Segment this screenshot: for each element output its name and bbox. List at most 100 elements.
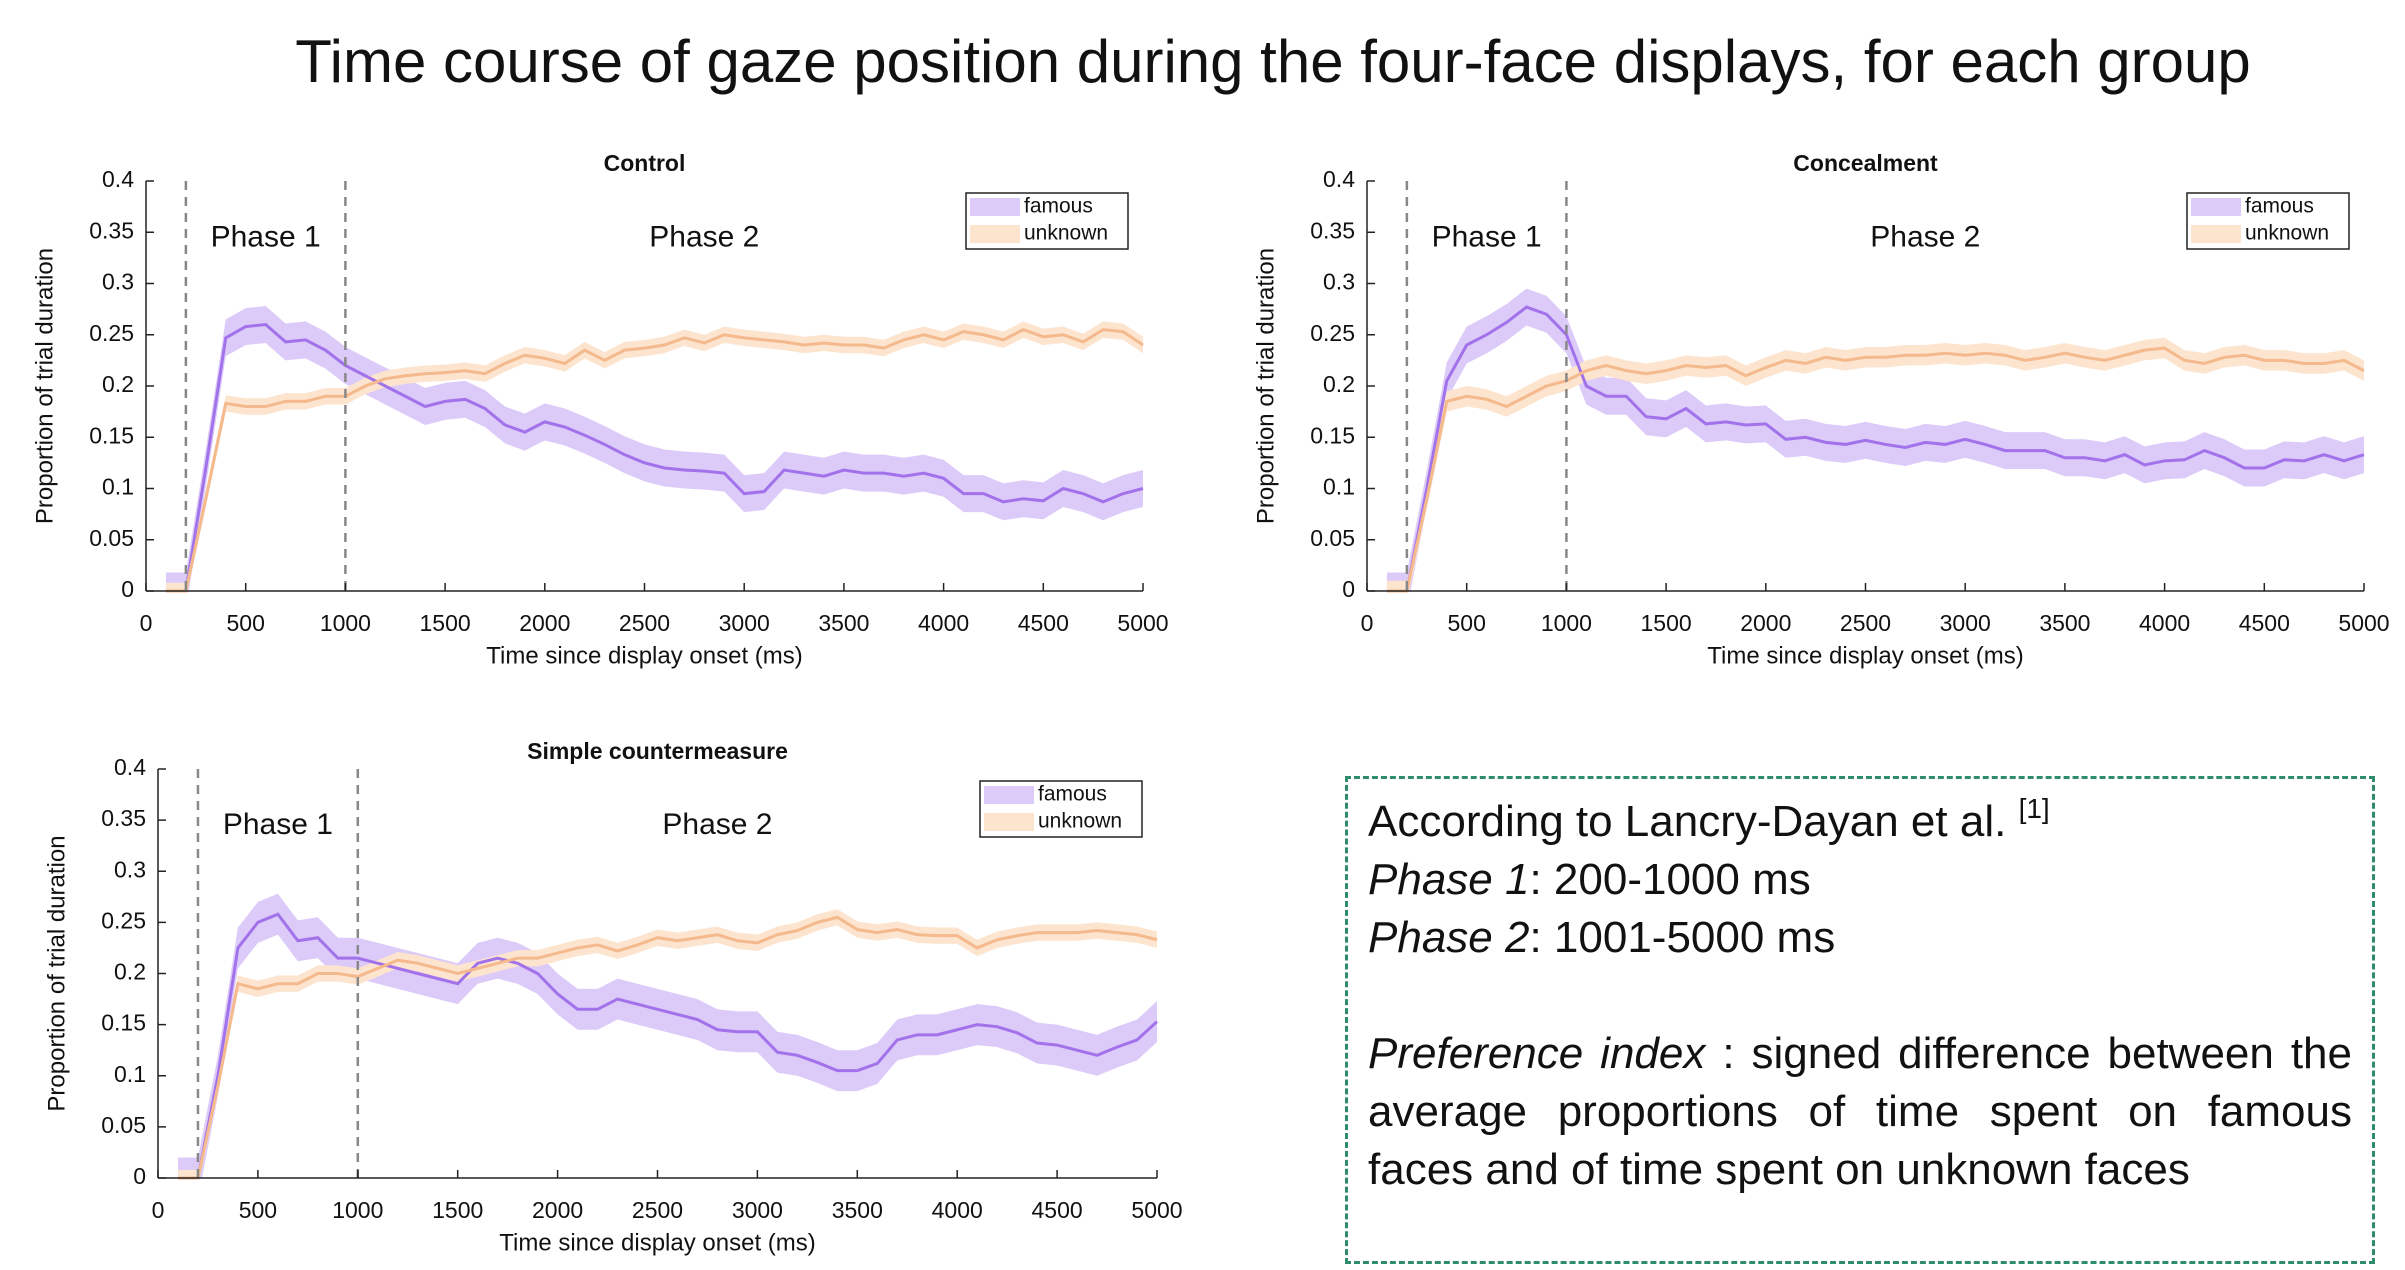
y-axis-label: Proportion of trial duration <box>31 248 58 524</box>
x-tick-label: 3500 <box>832 1197 883 1223</box>
note-line: According to Lancry-Dayan et al. [1] <box>1368 793 2352 851</box>
y-tick-label: 0.3 <box>114 856 146 882</box>
x-tick-label: 0 <box>1361 610 1374 636</box>
legend-swatch <box>2191 198 2241 216</box>
note-term: Preference index <box>1368 1029 1706 1078</box>
legend-label: famous <box>1024 195 1093 218</box>
x-tick-label: 0 <box>140 610 153 636</box>
phase-label: Phase 2 <box>649 220 759 253</box>
x-tick-label: 1000 <box>1541 610 1592 636</box>
slide-title: Time course of gaze position during the … <box>295 28 2251 95</box>
y-axis-label: Proportion of trial duration <box>43 835 70 1111</box>
legend-label: unknown <box>1024 222 1108 245</box>
y-tick-label: 0.35 <box>89 217 134 243</box>
x-axis-label: Time since display onset (ms) <box>486 642 803 669</box>
x-tick-label: 4000 <box>918 610 969 636</box>
x-tick-label: 3000 <box>719 610 770 636</box>
note-line: Phase 2: 1001-5000 ms <box>1368 909 2352 967</box>
x-tick-label: 2000 <box>1740 610 1791 636</box>
citation: [1] <box>2018 793 2050 824</box>
series-line <box>1386 346 2365 593</box>
x-tick-label: 1000 <box>332 1197 383 1223</box>
series-line <box>1386 305 2365 593</box>
x-axis-label: Time since display onset (ms) <box>499 1229 816 1256</box>
x-tick-label: 1000 <box>320 610 371 636</box>
x-tick-label: 5000 <box>1131 1197 1182 1223</box>
x-tick-label: 4000 <box>2139 610 2190 636</box>
y-tick-label: 0.1 <box>114 1061 146 1087</box>
y-tick-label: 0.25 <box>1310 320 1355 346</box>
legend-swatch <box>970 225 1020 243</box>
y-tick-label: 0 <box>1342 576 1355 602</box>
chart-title: Control <box>604 150 686 176</box>
y-tick-label: 0.2 <box>102 371 134 397</box>
chart-title: Simple countermeasure <box>527 738 788 764</box>
y-tick-label: 0.25 <box>89 320 134 346</box>
x-tick-label: 1500 <box>420 610 471 636</box>
legend-label: unknown <box>1038 810 1122 833</box>
error-band <box>165 306 1143 591</box>
y-tick-label: 0.1 <box>102 474 134 500</box>
note-line: Phase 1: 200-1000 ms <box>1368 851 2352 909</box>
legend-swatch <box>970 198 1020 216</box>
x-tick-label: 3500 <box>818 610 869 636</box>
error-band <box>1386 288 2364 591</box>
series-line <box>177 915 1158 1180</box>
legend-label: famous <box>1038 783 1107 806</box>
x-tick-label: 2500 <box>619 610 670 636</box>
y-tick-label: 0.3 <box>102 269 134 295</box>
x-tick-label: 3500 <box>2039 610 2090 636</box>
y-tick-label: 0.15 <box>101 1010 146 1036</box>
y-tick-label: 0.4 <box>1323 166 1355 192</box>
note-term: Phase 2 <box>1368 913 1530 962</box>
note-text: : 1001-5000 ms <box>1529 913 1836 962</box>
legend-swatch <box>984 786 1034 804</box>
x-tick-label: 500 <box>239 1197 277 1223</box>
x-tick-label: 5000 <box>2338 610 2389 636</box>
x-tick-label: 2000 <box>519 610 570 636</box>
y-tick-label: 0.1 <box>1323 474 1355 500</box>
x-tick-label: 4500 <box>1032 1197 1083 1223</box>
x-tick-label: 0 <box>152 1197 165 1223</box>
y-tick-label: 0.15 <box>89 422 134 448</box>
x-tick-label: 2500 <box>1840 610 1891 636</box>
note-text: According to Lancry-Dayan et al. <box>1368 797 2007 846</box>
x-tick-label: 3000 <box>732 1197 783 1223</box>
y-tick-label: 0.05 <box>101 1112 146 1138</box>
note-box: According to Lancry-Dayan et al. [1] Pha… <box>1345 776 2375 1264</box>
x-tick-label: 500 <box>1448 610 1486 636</box>
y-tick-label: 0.05 <box>89 525 134 551</box>
x-tick-label: 2000 <box>532 1197 583 1223</box>
x-tick-label: 1500 <box>432 1197 483 1223</box>
phase-label: Phase 1 <box>1432 220 1542 253</box>
x-tick-label: 500 <box>227 610 265 636</box>
series-line <box>177 912 1159 1180</box>
y-tick-label: 0.3 <box>1323 269 1355 295</box>
note-text: : 200-1000 ms <box>1529 855 1811 904</box>
y-tick-label: 0 <box>133 1163 146 1189</box>
error-band <box>1386 337 2364 591</box>
series-line <box>165 322 1144 593</box>
chart-title: Concealment <box>1793 150 1938 176</box>
y-tick-label: 0.2 <box>114 959 146 985</box>
note-term: Phase 1 <box>1368 855 1530 904</box>
y-tick-label: 0.4 <box>102 166 134 192</box>
y-axis-label: Proportion of trial duration <box>1252 248 1279 524</box>
y-tick-label: 0.2 <box>1323 371 1355 397</box>
x-tick-label: 4000 <box>932 1197 983 1223</box>
phase-label: Phase 1 <box>223 808 333 841</box>
x-tick-label: 3000 <box>1940 610 1991 636</box>
series-line <box>165 327 1144 593</box>
note-line: Preference index : signed difference bet… <box>1368 1025 2352 1199</box>
y-tick-label: 0.05 <box>1310 525 1355 551</box>
legend-swatch <box>2191 225 2241 243</box>
x-tick-label: 4500 <box>2239 610 2290 636</box>
x-tick-label: 5000 <box>1117 610 1168 636</box>
phase-label: Phase 2 <box>662 808 772 841</box>
legend-swatch <box>984 813 1034 831</box>
x-axis-label: Time since display onset (ms) <box>1707 642 2024 669</box>
x-tick-label: 4500 <box>1018 610 1069 636</box>
error-band <box>177 909 1157 1178</box>
